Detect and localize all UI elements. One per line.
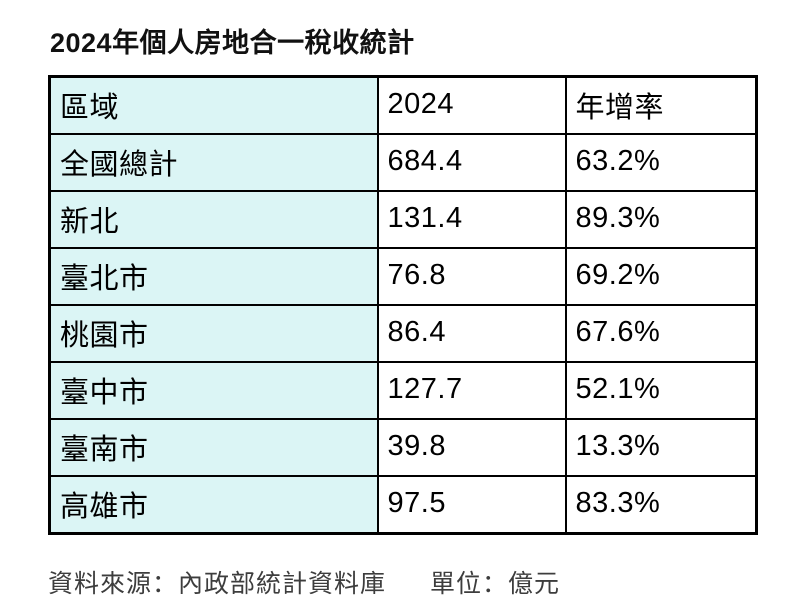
cell-growth: 67.6%	[564, 304, 758, 363]
footnote: 資料來源：內政部統計資料庫 單位：億元	[48, 564, 758, 600]
cell-value: 131.4	[376, 190, 567, 249]
cell-value: 76.8	[376, 247, 567, 306]
table-row: 高雄市 97.5 83.3%	[48, 475, 758, 535]
column-header-region: 區域	[48, 75, 379, 135]
cell-growth: 83.3%	[564, 475, 758, 535]
page-title: 2024年個人房地合一稅收統計	[50, 28, 415, 58]
source-note: 資料來源：內政部統計資料庫	[48, 570, 387, 598]
cell-region: 臺北市	[48, 247, 379, 306]
cell-region: 全國總計	[48, 133, 379, 192]
cell-value: 684.4	[376, 133, 567, 192]
cell-growth: 89.3%	[564, 190, 758, 249]
cell-value: 86.4	[376, 304, 567, 363]
cell-region: 新北	[48, 190, 379, 249]
header-row: 區域 2024 年增率	[48, 75, 758, 135]
tax-statistics-table: 區域 2024 年增率 全國總計 684.4 63.2% 新北 131.4 89…	[48, 75, 758, 535]
table-row: 桃園市 86.4 67.6%	[48, 304, 758, 363]
unit-note: 單位：億元	[430, 570, 561, 598]
cell-growth: 63.2%	[564, 133, 758, 192]
cell-region: 臺中市	[48, 361, 379, 420]
table-row: 臺中市 127.7 52.1%	[48, 361, 758, 420]
table-row: 臺北市 76.8 69.2%	[48, 247, 758, 306]
cell-value: 127.7	[376, 361, 567, 420]
column-header-2024: 2024	[376, 75, 567, 135]
cell-growth: 13.3%	[564, 418, 758, 477]
cell-region: 桃園市	[48, 304, 379, 363]
cell-value: 97.5	[376, 475, 567, 535]
cell-growth: 52.1%	[564, 361, 758, 420]
table-row: 新北 131.4 89.3%	[48, 190, 758, 249]
table-row: 全國總計 684.4 63.2%	[48, 133, 758, 192]
table-row: 臺南市 39.8 13.3%	[48, 418, 758, 477]
column-header-growth: 年增率	[564, 75, 758, 135]
cell-growth: 69.2%	[564, 247, 758, 306]
page-container: 2024年個人房地合一稅收統計 區域 2024 年增率 全國總計 684.4 6…	[48, 28, 758, 600]
cell-value: 39.8	[376, 418, 567, 477]
cell-region: 高雄市	[48, 475, 379, 535]
cell-region: 臺南市	[48, 418, 379, 477]
